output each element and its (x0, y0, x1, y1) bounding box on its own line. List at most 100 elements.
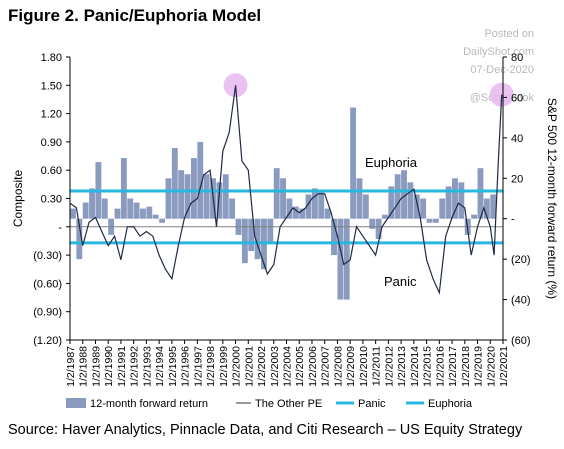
return-bar (388, 186, 395, 219)
x-tick-label: 1/2/2017 (447, 346, 459, 387)
legend-label-return: 12-month forward return (90, 398, 208, 410)
x-tick-label: 1/2/2015 (422, 346, 434, 387)
return-bar (401, 170, 407, 219)
return-bar (311, 188, 318, 219)
return-bar (292, 206, 299, 219)
return-bar (127, 198, 134, 219)
return-bar (369, 218, 376, 229)
return-bar (445, 186, 452, 219)
return-bar (356, 178, 363, 219)
return-bar (337, 218, 344, 300)
x-tick-label: 1/2/2021 (498, 346, 510, 387)
left-tick-label: (0.60) (33, 278, 62, 290)
left-tick-label: 1.50 (41, 80, 62, 92)
return-bar (101, 198, 108, 219)
return-bar (331, 218, 337, 256)
x-tick-label: 1/2/1999 (218, 346, 230, 387)
x-tick-label: 1/2/1996 (180, 346, 192, 387)
return-bar (248, 218, 255, 252)
return-bar (178, 170, 185, 219)
return-bar (452, 178, 458, 219)
return-bar (350, 107, 357, 219)
return-bar (477, 168, 484, 219)
x-tick-label: 1/2/2012 (383, 346, 395, 387)
left-tick-label: 0.30 (41, 194, 62, 206)
x-tick-label: 1/2/2018 (460, 346, 472, 387)
x-tick-label: 1/2/2010 (358, 346, 370, 387)
figure-title: Figure 2. Panic/Euphoria Model (8, 6, 262, 25)
return-bar (407, 182, 414, 219)
x-tick-label: 1/2/1994 (154, 346, 166, 387)
return-bar (458, 182, 465, 219)
x-tick-label: 1/2/2002 (256, 346, 268, 387)
x-tick-label: 1/2/2003 (269, 346, 281, 387)
x-tick-label: 1/2/2013 (396, 346, 408, 387)
x-tick-label: 1/2/2019 (473, 346, 485, 387)
panic-annotation: Panic (384, 274, 417, 289)
return-bar (146, 206, 153, 219)
composite-line (69, 85, 503, 296)
x-tick-label: 1/2/2001 (243, 346, 255, 387)
return-bar (394, 174, 401, 219)
return-bar (432, 218, 439, 223)
return-bar (222, 174, 229, 219)
return-bar (471, 214, 478, 219)
return-bar (420, 198, 427, 219)
right-tick-label: 80 (511, 52, 523, 64)
x-tick-label: 1/2/1992 (129, 346, 141, 387)
return-bar (120, 158, 127, 219)
return-bar (229, 198, 236, 219)
return-bar (413, 194, 420, 219)
euphoria-annotation: Euphoria (365, 155, 418, 170)
x-tick-label: 1/2/2005 (294, 346, 306, 387)
watermark-line-3: 07-Dec-2020 (470, 64, 534, 76)
x-tick-label: 1/2/2004 (282, 346, 294, 387)
return-bar (254, 218, 261, 260)
x-tick-label: 1/2/2007 (320, 346, 332, 387)
right-tick-label: (20) (511, 254, 531, 266)
left-tick-label: (0.30) (33, 250, 62, 262)
left-tick-label: (0.90) (33, 307, 62, 319)
return-bar (483, 198, 490, 219)
return-bar (82, 202, 89, 219)
return-bar (375, 218, 382, 239)
return-bar (114, 208, 121, 219)
return-bar (305, 194, 312, 219)
right-tick-label: (60) (511, 335, 531, 347)
right-tick-label: - (511, 214, 515, 226)
return-bar (439, 198, 446, 219)
x-tick-label: 1/2/1991 (116, 346, 128, 387)
return-bar (165, 178, 172, 219)
x-tick-label: 1/2/1998 (205, 346, 217, 387)
x-tick-label: 1/2/2020 (485, 346, 497, 387)
return-bar (273, 168, 280, 219)
return-bar (241, 218, 248, 264)
right-axis-title: S&P 500 12-month forward return (%) (545, 98, 559, 299)
watermark-line-1: Posted on (484, 28, 534, 40)
return-bar (343, 218, 350, 300)
left-tick-label: (1.20) (33, 335, 62, 347)
return-bar (133, 202, 140, 219)
x-tick-label: 1/2/1989 (90, 346, 102, 387)
return-bar (89, 188, 95, 219)
return-bar (299, 208, 306, 219)
source-note: Source: Haver Analytics, Pinnacle Data, … (8, 422, 523, 438)
x-tick-label: 1/2/1997 (192, 346, 204, 387)
left-tick-label: 0.90 (41, 137, 62, 149)
watermark-line-2: DailyShot.com (463, 46, 534, 58)
legend-label-other-pe: The Other PE (255, 398, 322, 410)
left-axis-title: Composite (11, 169, 25, 227)
return-bar (140, 208, 146, 219)
x-tick-label: 1/2/2011 (371, 346, 383, 386)
legend-label-panic: Panic (358, 398, 386, 410)
x-tick-label: 1/2/1988 (78, 346, 90, 387)
x-tick-label: 1/2/2014 (409, 346, 421, 387)
x-tick-label: 1/2/2009 (345, 346, 357, 387)
return-bar (280, 178, 286, 219)
x-tick-label: 1/2/1987 (65, 346, 77, 387)
x-tick-label: 1/2/2000 (231, 346, 243, 387)
return-bar (216, 182, 223, 219)
return-bar (197, 141, 204, 219)
right-tick-label: (40) (511, 295, 531, 307)
